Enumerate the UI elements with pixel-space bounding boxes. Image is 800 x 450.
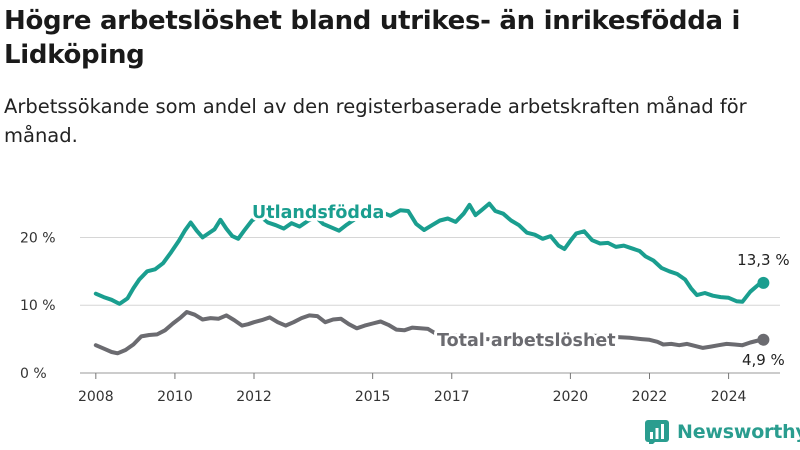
x-tick-label: 2012 — [236, 389, 272, 405]
x-tick-label: 2015 — [355, 389, 391, 405]
y-tick-label: 10 % — [20, 298, 56, 314]
newsworthy-logo-icon — [645, 420, 669, 444]
labels: 13,3 % 4,9 % Utlandsfödda Total arbetslöshe… — [249, 200, 790, 369]
series-end-dot-1 — [757, 333, 770, 346]
series-line-0 — [93, 201, 766, 306]
brand-name: Newsworthy — [677, 421, 800, 443]
grid-lines — [80, 236, 780, 374]
y-tick-label: 20 % — [20, 230, 56, 246]
series-name-label-1: Total arbetslöshet — [437, 331, 616, 351]
newsworthy-logo: Newsworthy — [645, 420, 800, 444]
y-tick-label: 0 % — [20, 366, 47, 382]
x-tick-label: 2017 — [434, 389, 470, 405]
x-tick-label: 2022 — [632, 389, 668, 405]
series-name-label-0: Utlandsfödda — [252, 203, 384, 223]
x-tick-label: 2024 — [711, 389, 747, 405]
series-end-label-0: 13,3 % — [737, 251, 789, 269]
x-tick-label: 2020 — [553, 389, 589, 405]
series-line-1 — [93, 310, 766, 356]
x-tick-label: 2010 — [157, 389, 193, 405]
series-end-dot-0 — [757, 276, 770, 289]
chart-subtitle: Arbetssökande som andel av den registerb… — [4, 95, 747, 147]
series-lines — [93, 201, 766, 356]
end-points — [757, 276, 770, 346]
x-tick-label: 2008 — [78, 389, 114, 405]
y-axis: 0 % 10 % 20 % — [20, 230, 56, 382]
chart-title: Högre arbetslöshet bland utrikes- än inr… — [4, 6, 741, 70]
x-axis: 2008 2010 2012 2015 2017 2020 2022 2024 — [78, 373, 746, 405]
series-end-label-1: 4,9 % — [742, 351, 785, 369]
